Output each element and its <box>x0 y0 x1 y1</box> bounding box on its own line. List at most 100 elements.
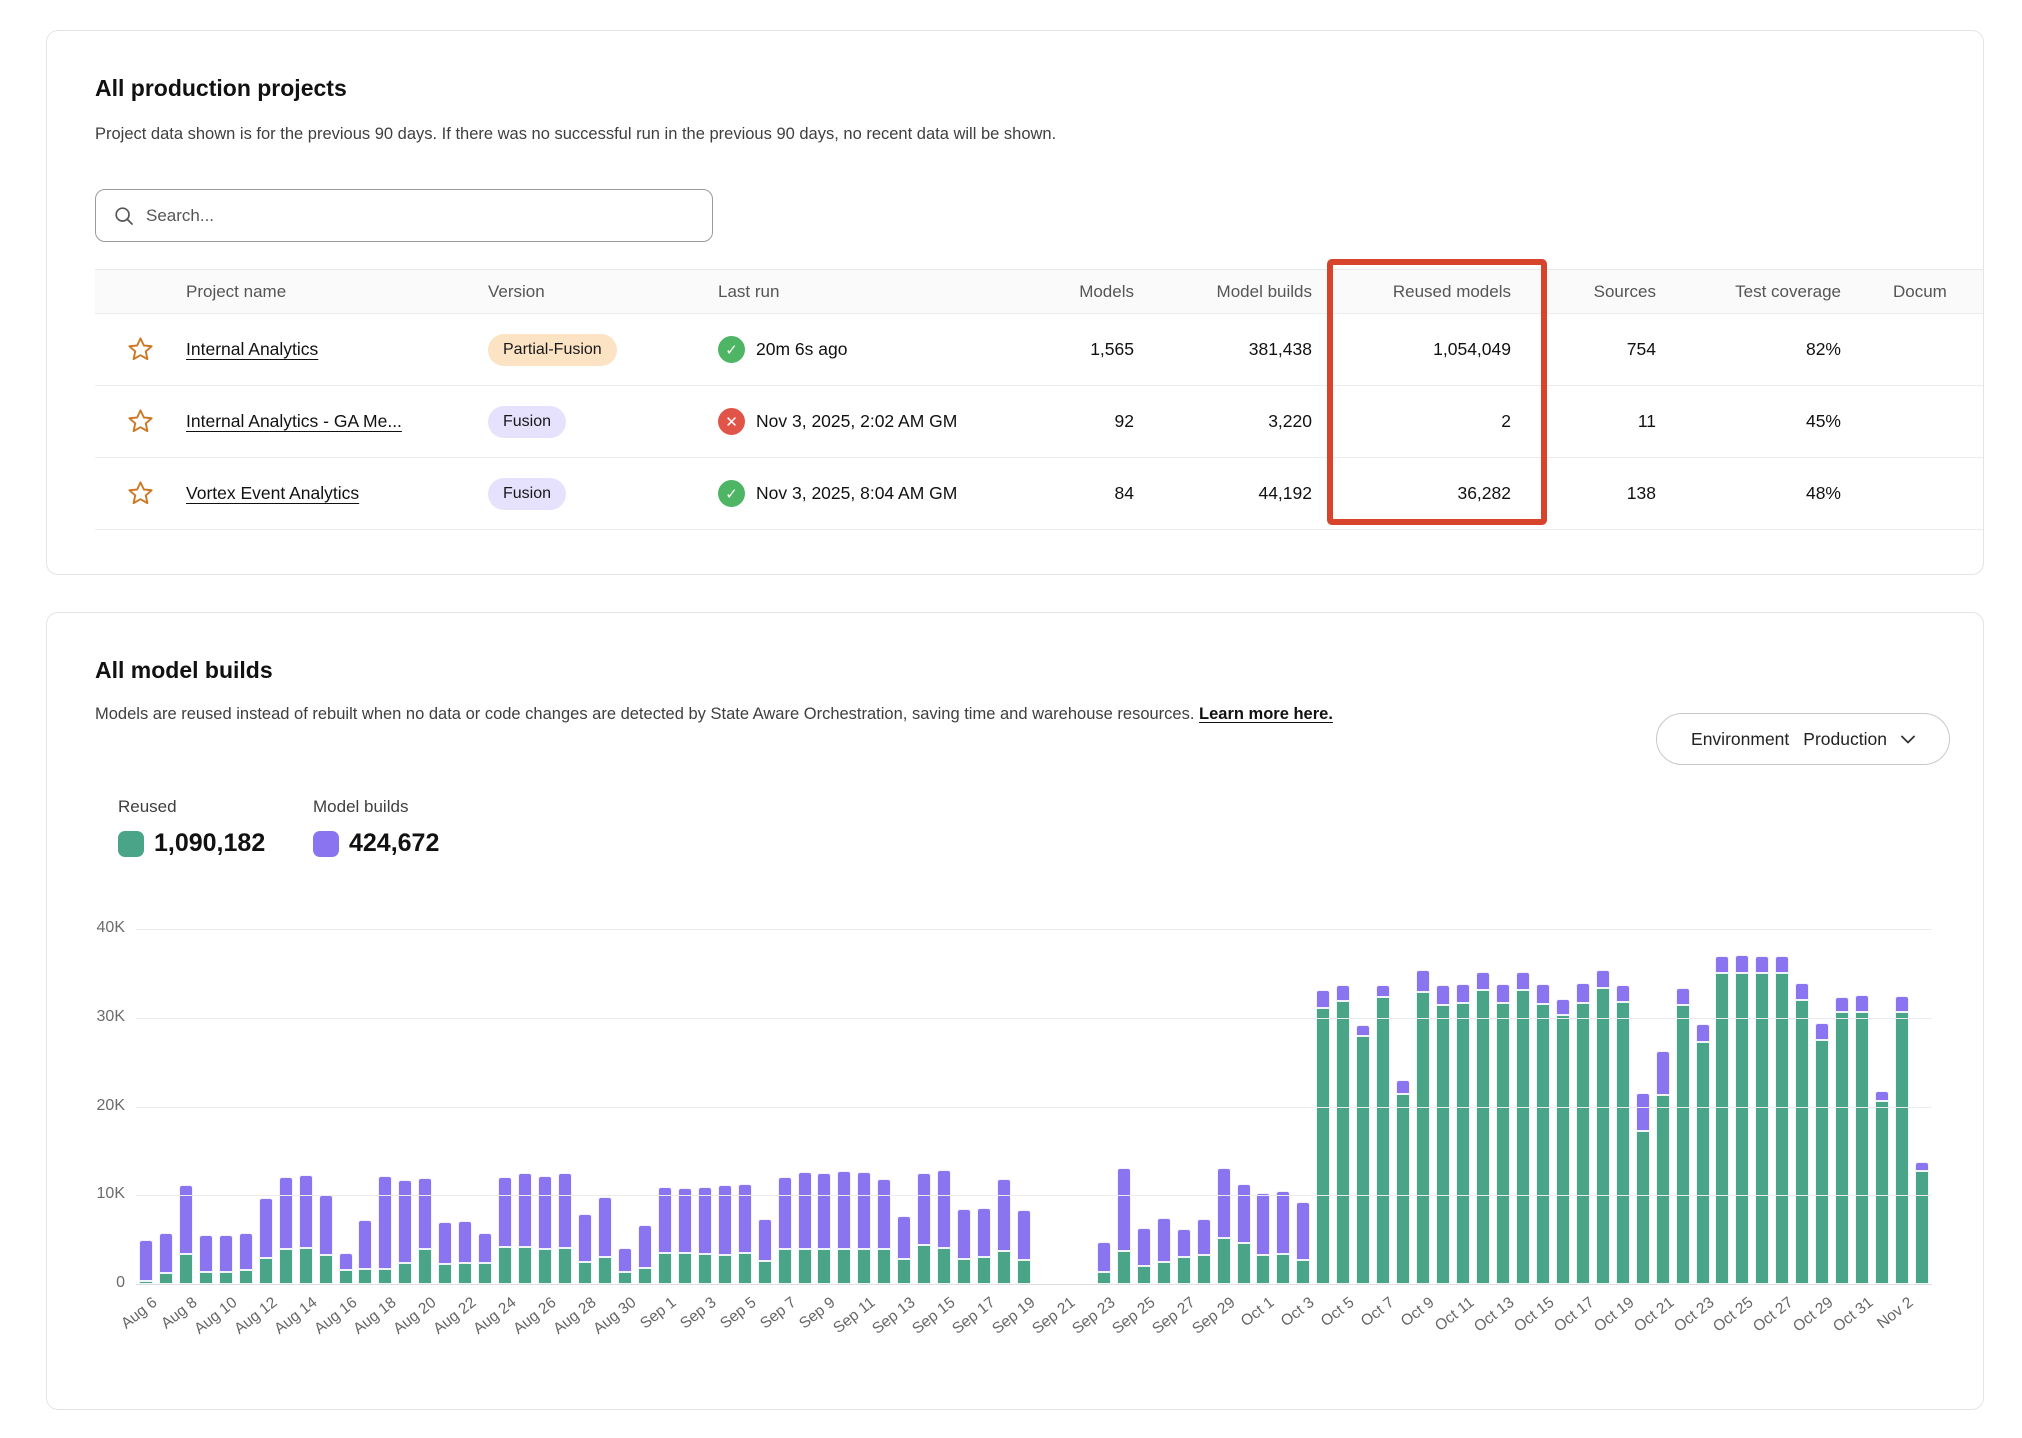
reused-segment <box>1356 1036 1370 1284</box>
stacked-bar-aug-10 <box>219 1235 233 1284</box>
last-run-text: 20m 6s ago <box>756 339 847 360</box>
reused-segment <box>578 1262 592 1284</box>
x-axis-tick-label: Sep 17 <box>949 1294 999 1338</box>
reused-segment <box>1256 1255 1270 1284</box>
builds-segment <box>259 1198 273 1258</box>
stacked-bar-oct-8 <box>1396 1080 1410 1284</box>
builds-segment <box>1735 955 1749 974</box>
stacked-bar-oct-25 <box>1735 955 1749 1284</box>
x-axis-tick-label: Oct 15 <box>1511 1294 1558 1336</box>
builds-segment <box>1496 984 1510 1003</box>
y-gridline <box>136 1018 1932 1019</box>
star-icon[interactable] <box>126 335 155 364</box>
builds-segment <box>1835 997 1849 1012</box>
project-name-link[interactable]: Internal Analytics <box>186 339 318 359</box>
search-icon <box>114 206 134 226</box>
reused-segment <box>738 1253 752 1284</box>
builds-segment <box>857 1172 871 1249</box>
stacked-bar-sep-17 <box>977 1208 991 1284</box>
builds-segment <box>1396 1080 1410 1094</box>
builds-segment <box>1197 1219 1211 1255</box>
search-input[interactable] <box>146 206 694 226</box>
builds-segment <box>778 1177 792 1249</box>
version-badge: Fusion <box>488 406 566 438</box>
builds-segment <box>937 1170 951 1247</box>
stacked-bar-nov-1 <box>1875 1091 1889 1284</box>
builds-segment <box>378 1176 392 1269</box>
column-header-project-name: Project name <box>186 282 488 302</box>
column-header-sources: Sources <box>1511 282 1656 302</box>
stacked-bar-sep-8 <box>798 1172 812 1284</box>
star-icon[interactable] <box>126 479 155 508</box>
reused-segment <box>1636 1131 1650 1284</box>
builds-segment <box>1795 983 1809 1000</box>
builds-segment <box>1676 988 1690 1006</box>
project-name-link[interactable]: Vortex Event Analytics <box>186 483 359 503</box>
model-builds-card: All model builds Models are reused inste… <box>46 612 1984 1410</box>
reused-segment <box>259 1258 273 1284</box>
builds-segment <box>1356 1025 1370 1037</box>
builds-segment <box>877 1179 891 1249</box>
builds-segment <box>758 1219 772 1261</box>
stacked-bar-aug-24 <box>498 1177 512 1284</box>
builds-segment <box>1476 972 1490 991</box>
search-box[interactable] <box>95 189 713 242</box>
star-icon[interactable] <box>126 407 155 436</box>
stacked-bar-sep-23 <box>1097 1242 1111 1284</box>
stacked-bar-oct-20 <box>1636 1093 1650 1284</box>
builds-segment <box>498 1177 512 1247</box>
builds-segment <box>1276 1191 1290 1254</box>
models-value: 92 <box>1048 411 1134 432</box>
reused-segment <box>798 1249 812 1284</box>
reused-segment <box>1516 990 1530 1284</box>
x-axis-tick-label: Aug 12 <box>231 1294 281 1338</box>
success-status-icon: ✓ <box>718 480 745 507</box>
reused-models-value: 2 <box>1312 411 1511 432</box>
builds-segment <box>1855 995 1869 1013</box>
stacked-bar-oct-10 <box>1436 985 1450 1284</box>
reused-segment <box>1556 1015 1570 1284</box>
x-axis-tick-label: Oct 23 <box>1671 1294 1718 1336</box>
builds-segment <box>897 1216 911 1259</box>
reused-segment <box>1237 1243 1251 1284</box>
builds-segment <box>518 1173 532 1247</box>
reused-segment <box>977 1257 991 1285</box>
x-axis-tick-label: Sep 27 <box>1149 1294 1199 1338</box>
project-name-link[interactable]: Internal Analytics - GA Me... <box>186 411 402 431</box>
reused-segment <box>718 1255 732 1284</box>
builds-segment <box>1097 1242 1111 1272</box>
model-builds-chart: 010K20K30K40KAug 6Aug 8Aug 10Aug 12Aug 1… <box>47 613 1983 1409</box>
reused-segment <box>299 1248 313 1284</box>
x-axis-tick-label: Sep 3 <box>677 1294 720 1333</box>
y-axis-tick-label: 0 <box>49 1274 125 1292</box>
x-axis-tick-label: Nov 2 <box>1874 1294 1917 1333</box>
stacked-bar-oct-7 <box>1376 985 1390 1284</box>
builds-segment <box>1256 1193 1270 1255</box>
reused-segment <box>1436 1005 1450 1284</box>
reused-segment <box>319 1255 333 1284</box>
reused-segment <box>1536 1004 1550 1284</box>
sources-value: 138 <box>1511 483 1656 504</box>
x-axis-tick-label: Aug 10 <box>191 1294 241 1338</box>
reused-segment <box>957 1259 971 1284</box>
stacked-bar-oct-16 <box>1556 999 1570 1284</box>
builds-segment <box>1536 984 1550 1004</box>
x-axis-tick-label: Oct 3 <box>1278 1294 1318 1331</box>
table-row: Vortex Event AnalyticsFusion✓Nov 3, 2025… <box>95 458 1983 530</box>
reused-segment <box>658 1253 672 1284</box>
builds-segment <box>837 1171 851 1248</box>
reused-segment <box>1875 1101 1889 1284</box>
stacked-bar-aug-30 <box>618 1248 632 1284</box>
reused-segment <box>1336 1001 1350 1284</box>
y-axis-tick-label: 20K <box>49 1097 125 1115</box>
reused-segment <box>598 1257 612 1285</box>
y-gridline <box>136 1195 1932 1196</box>
models-value: 84 <box>1048 483 1134 504</box>
x-axis-tick-label: Sep 25 <box>1109 1294 1159 1338</box>
x-axis-tick-label: Sep 11 <box>831 1294 880 1338</box>
x-axis-tick-label: Oct 11 <box>1432 1294 1478 1336</box>
y-axis-tick-label: 10K <box>49 1185 125 1203</box>
stacked-bar-sep-16 <box>957 1209 971 1284</box>
x-axis-tick-label: Oct 1 <box>1238 1294 1278 1331</box>
stacked-bar-sep-15 <box>937 1170 951 1284</box>
